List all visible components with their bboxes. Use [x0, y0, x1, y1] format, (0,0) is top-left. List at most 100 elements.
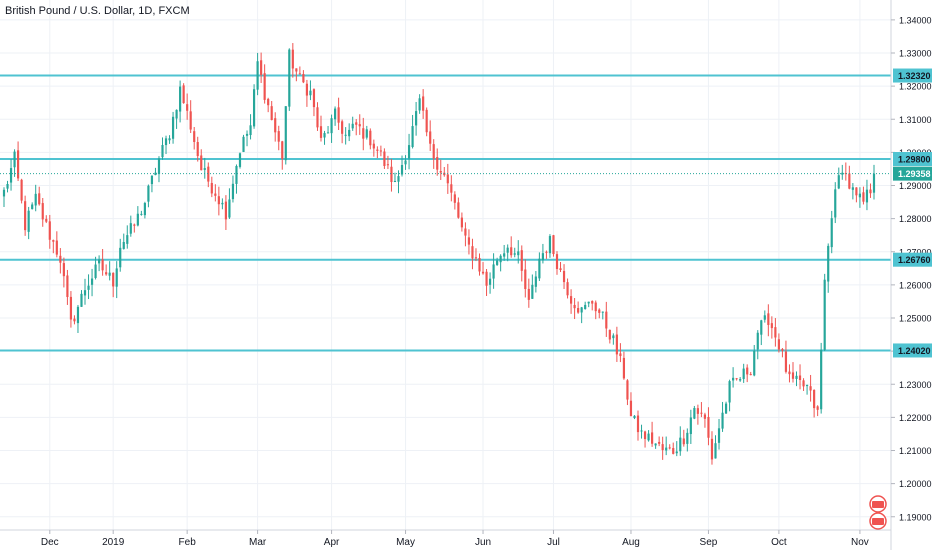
candle [379, 145, 382, 157]
candle-body [13, 151, 16, 168]
candle [140, 210, 143, 216]
candle-body [739, 379, 742, 381]
level-price-label [893, 343, 932, 358]
candle-body [323, 133, 326, 138]
candle-body [573, 304, 576, 309]
candle-body [710, 438, 714, 460]
candle-body [38, 193, 41, 205]
candle [619, 343, 622, 363]
candle-body [372, 143, 375, 149]
horizontal-levels[interactable] [0, 74, 891, 352]
time-axis[interactable]: Dec 2019 Feb Mar Apr May Jun Jul Aug Sep Oct Nov [41, 530, 869, 548]
candle [488, 272, 492, 294]
candle [848, 165, 851, 190]
candle-body [168, 138, 171, 141]
candle [267, 97, 270, 113]
candle-body [316, 107, 319, 128]
candle-body [499, 255, 502, 263]
candle-body [16, 150, 20, 179]
level-price-label [893, 152, 932, 166]
candle-body [196, 142, 199, 157]
candle [376, 146, 379, 159]
candle [559, 261, 562, 273]
candle-body [143, 203, 146, 216]
candle-body [598, 309, 601, 313]
candle-body [379, 150, 382, 152]
candle-body [552, 235, 555, 255]
candle [87, 274, 90, 300]
candle-body [661, 444, 664, 451]
candle [777, 333, 780, 353]
candle [584, 301, 587, 310]
candle-body [865, 189, 869, 203]
candle [605, 301, 608, 337]
candle [626, 379, 629, 406]
candle [52, 239, 55, 254]
candle [732, 367, 735, 388]
x-tick-label: Nov [851, 537, 869, 548]
candle [798, 364, 802, 390]
calendar-event-icon[interactable] [869, 512, 887, 530]
candle-body [31, 204, 34, 210]
candle [245, 130, 249, 147]
candle [231, 175, 235, 203]
candle [813, 389, 816, 418]
candle-body [460, 217, 463, 228]
candle [66, 269, 69, 305]
candle-body [527, 288, 530, 300]
candle-body [724, 403, 728, 414]
candle [689, 409, 692, 444]
candle-body [393, 180, 397, 183]
candle-body [732, 377, 735, 381]
candle [453, 191, 456, 210]
candle [351, 116, 354, 131]
candle-body [848, 173, 851, 189]
candle [330, 114, 333, 143]
candle [193, 127, 196, 150]
candle [168, 135, 171, 144]
candle [629, 392, 633, 417]
candle-body [341, 121, 344, 134]
candle [147, 184, 150, 208]
candle-body [112, 272, 115, 287]
candle-body [626, 380, 629, 400]
candle-body [52, 240, 55, 242]
y-tick-label: 1.23000 [899, 380, 932, 390]
candle [622, 351, 626, 380]
candle [291, 43, 294, 78]
calendar-event-icon[interactable] [869, 495, 887, 513]
y-tick-label: 1.29000 [899, 181, 932, 191]
candle-body [566, 282, 569, 296]
candle-body [591, 301, 594, 304]
candle [872, 164, 876, 200]
candle [474, 248, 478, 262]
candle [816, 405, 819, 417]
candle [450, 175, 453, 202]
candle [460, 212, 463, 232]
candle-body [619, 353, 622, 357]
candle [312, 88, 316, 117]
candle [390, 158, 393, 192]
candle [693, 405, 696, 420]
candle [341, 119, 344, 144]
candle-body [20, 179, 23, 201]
candle-body [270, 106, 273, 121]
candle-body [284, 106, 287, 161]
candle-body [756, 332, 759, 350]
candle [369, 128, 372, 150]
candle-body [122, 241, 125, 249]
candle [80, 290, 83, 307]
candle-body [126, 235, 129, 244]
candle [228, 188, 231, 219]
candle-body [643, 431, 647, 440]
candle [767, 304, 770, 337]
candle [316, 102, 319, 131]
candle-body [245, 133, 249, 136]
candle [344, 127, 347, 145]
candle [372, 139, 375, 157]
candle-body [164, 138, 168, 146]
last-price-text: 1.29358 [898, 169, 931, 179]
candle-body [24, 201, 27, 231]
